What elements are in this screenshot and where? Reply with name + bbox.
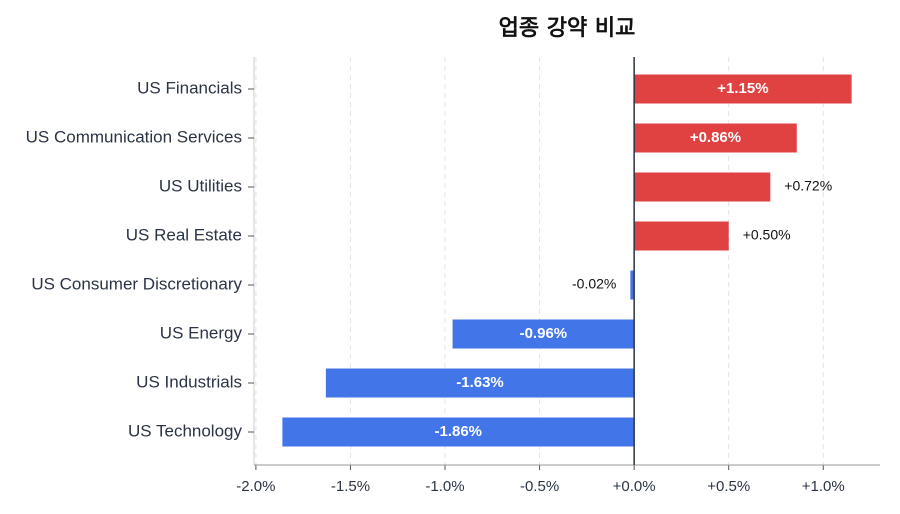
value-label: +0.50% <box>743 227 791 243</box>
value-label: +1.15% <box>717 80 768 97</box>
y-tick-label: US Industrials <box>136 372 242 391</box>
x-tick-label: +1.0% <box>802 478 845 495</box>
chart-title: 업종 강약 비교 <box>499 16 636 41</box>
y-tick-label: US Utilities <box>159 176 242 195</box>
bar <box>634 123 797 153</box>
x-tick-label: +0.5% <box>707 478 750 495</box>
value-label: -1.86% <box>434 423 482 440</box>
y-tick-label: US Financials <box>137 78 242 97</box>
value-label: -0.02% <box>572 276 616 292</box>
y-tick-label: US Energy <box>160 323 243 342</box>
y-tick-label: US Technology <box>128 421 243 440</box>
y-tick-label: US Consumer Discretionary <box>31 274 242 293</box>
bar <box>452 319 635 349</box>
x-tick-label: -2.0% <box>236 478 275 495</box>
bar <box>282 417 635 447</box>
value-label: -0.96% <box>520 325 568 342</box>
value-label: +0.86% <box>690 129 741 146</box>
value-label: -1.63% <box>456 374 504 391</box>
bar <box>634 74 852 104</box>
y-tick-label: US Communication Services <box>26 127 242 146</box>
bar <box>634 172 771 202</box>
bar <box>634 221 729 251</box>
x-tick-label: -0.5% <box>520 478 559 495</box>
x-tick-label: +0.0% <box>613 478 656 495</box>
x-tick-label: -1.5% <box>331 478 370 495</box>
bar <box>325 368 635 398</box>
y-tick-label: US Real Estate <box>126 225 242 244</box>
x-tick-label: -1.0% <box>425 478 464 495</box>
bar <box>630 270 635 300</box>
value-label: +0.72% <box>784 178 832 194</box>
